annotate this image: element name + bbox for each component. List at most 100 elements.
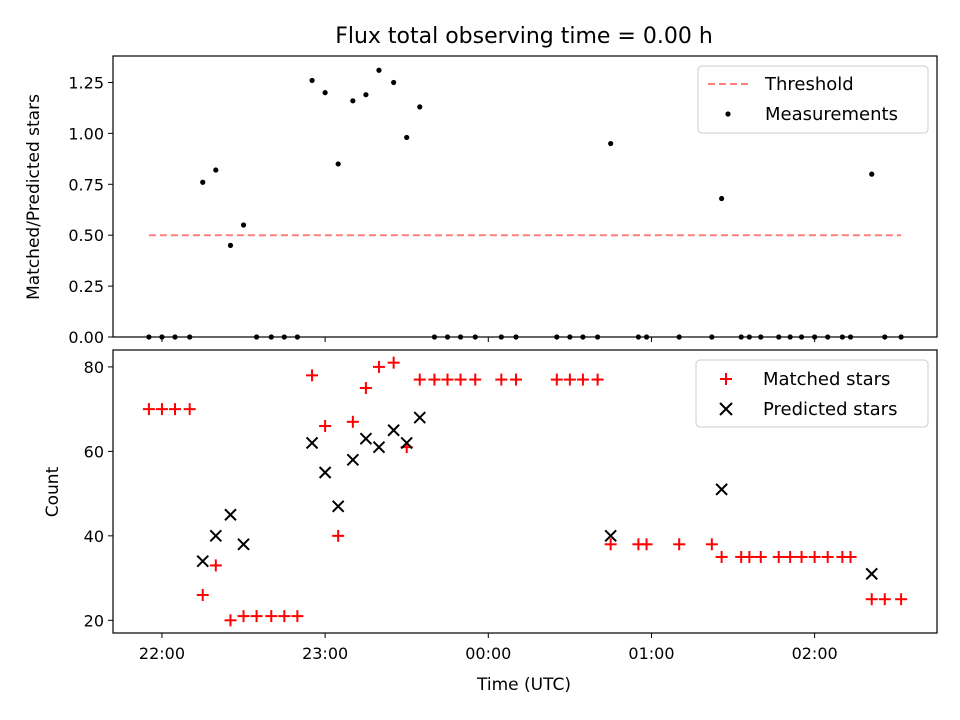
- bottom-y-axis-label: Count: [43, 466, 63, 517]
- measurement-point: [417, 104, 423, 110]
- matched-star-point: [278, 610, 291, 623]
- matched-star-point: [332, 529, 345, 542]
- legend-measurements-label: Measurements: [765, 104, 898, 125]
- matched-star-point: [142, 403, 155, 416]
- measurement-point: [391, 79, 397, 86]
- matched-star-point: [510, 373, 523, 386]
- y-tick-label: 20: [84, 611, 104, 630]
- y-tick-label: 0.00: [68, 328, 104, 347]
- matched-star-point: [155, 403, 168, 416]
- matched-star-point: [865, 593, 878, 606]
- x-tick-label: 23:00: [302, 644, 348, 663]
- legend-matched-swatch: [720, 373, 732, 385]
- legend-threshold-label: Threshold: [764, 74, 854, 95]
- matched-star-point: [576, 373, 589, 386]
- y-tick-label: 0.25: [68, 277, 104, 296]
- predicted-star-point: [209, 529, 223, 543]
- predicted-star-point: [715, 483, 728, 496]
- matched-star-point: [387, 356, 400, 369]
- predicted-star-point: [865, 567, 878, 581]
- measurement-point: [227, 242, 234, 248]
- predicted-star-point: [387, 424, 400, 437]
- matched-star-point: [319, 420, 332, 433]
- matched-star-point: [821, 550, 834, 563]
- top-legend: Threshold Measurements: [697, 65, 929, 134]
- measurement-point: [404, 134, 410, 141]
- measurement-point: [363, 92, 369, 98]
- y-tick-label: 40: [84, 527, 104, 546]
- x-tick-label: 01:00: [628, 644, 674, 663]
- matched-star-point: [441, 373, 454, 386]
- matched-star-point: [265, 610, 278, 623]
- matched-star-point: [306, 369, 319, 382]
- bottom-legend: Matched stars Predicted stars: [695, 359, 929, 428]
- matched-star-point: [359, 382, 372, 395]
- top-legend-box: [697, 65, 929, 134]
- matched-star-point: [495, 373, 508, 386]
- y-tick-label: 1.25: [68, 73, 104, 92]
- matched-star-point: [209, 559, 222, 572]
- matched-star-point: [808, 550, 821, 563]
- matched-star-point: [291, 610, 304, 623]
- matched-star-point: [705, 538, 718, 551]
- bottom-x-axis-label: Time (UTC): [476, 675, 571, 695]
- y-tick-label: 80: [84, 358, 104, 377]
- predicted-star-point: [400, 436, 413, 450]
- matched-star-point: [237, 610, 250, 623]
- legend-matched-label: Matched stars: [763, 369, 890, 390]
- matched-star-point: [224, 614, 237, 627]
- y-tick-label: 60: [84, 442, 104, 461]
- matched-star-point: [754, 550, 767, 563]
- bottom-axes-frame: [112, 349, 938, 634]
- top-y-axis-label: Matched/Predicted stars: [24, 94, 44, 300]
- matched-star-point: [844, 550, 857, 563]
- predicted-star-point: [305, 436, 319, 450]
- matched-star-point: [895, 593, 908, 606]
- matched-star-point: [878, 593, 891, 606]
- bottom-plot-area: [142, 356, 908, 627]
- legend-measurements-swatch: [725, 111, 731, 117]
- bottom-x-ticks: 22:00 23:00 00:00 01:00 02:00: [139, 633, 838, 663]
- matched-star-point: [169, 403, 182, 416]
- measurement-point: [719, 195, 725, 202]
- legend-predicted-swatch: [719, 402, 733, 416]
- matched-star-point: [550, 373, 563, 386]
- top-x-ticks: [161, 337, 816, 342]
- matched-star-point: [428, 373, 441, 386]
- matched-star-point: [784, 550, 797, 563]
- matched-star-point: [183, 403, 196, 416]
- matched-star-point: [413, 373, 426, 386]
- top-plot-area: [146, 67, 904, 340]
- measurement-point: [376, 67, 382, 73]
- predicted-star-point: [318, 466, 332, 479]
- predicted-star-point: [224, 508, 237, 521]
- y-tick-label: 0.50: [68, 226, 104, 245]
- predicted-star-point: [372, 440, 386, 454]
- matched-star-point: [196, 588, 209, 601]
- measurement-point: [335, 161, 341, 167]
- matched-star-point: [469, 373, 482, 386]
- x-tick-label: 00:00: [465, 644, 511, 663]
- y-tick-label: 1.00: [68, 124, 104, 143]
- matched-star-point: [640, 538, 653, 551]
- measurement-point: [322, 90, 328, 96]
- bottom-legend-box: [695, 359, 929, 428]
- matched-star-point: [250, 610, 263, 623]
- measurement-point: [200, 179, 206, 185]
- legend-predicted-label: Predicted stars: [763, 399, 897, 420]
- predicted-star-point: [413, 411, 426, 424]
- top-axes-frame: [112, 55, 938, 338]
- matched-star-point: [743, 550, 756, 563]
- top-y-ticks: 0.00 0.25 0.50 0.75 1.00 1.25: [68, 73, 113, 347]
- predicted-star-point: [196, 554, 209, 568]
- predicted-star-point: [604, 529, 617, 543]
- measurement-point: [213, 167, 219, 173]
- matched-star-point: [563, 373, 576, 386]
- matched-star-point: [795, 550, 808, 563]
- matched-star-point: [591, 373, 604, 386]
- chart-title: Flux total observing time = 0.00 h: [335, 24, 713, 49]
- y-tick-label: 0.75: [68, 175, 104, 194]
- measurement-point: [608, 140, 614, 147]
- top-panel: 0.00 0.25 0.50 0.75 1.00 1.25 Matched/Predict…: [24, 55, 938, 347]
